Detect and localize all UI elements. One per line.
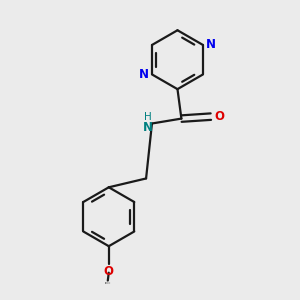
- Text: N: N: [139, 68, 149, 81]
- Text: N: N: [143, 121, 153, 134]
- Text: O: O: [104, 265, 114, 278]
- Text: methoxy: methoxy: [105, 283, 111, 284]
- Text: H: H: [144, 112, 152, 122]
- Text: methoxy: methoxy: [105, 281, 111, 283]
- Text: O: O: [214, 110, 224, 123]
- Text: N: N: [206, 38, 216, 52]
